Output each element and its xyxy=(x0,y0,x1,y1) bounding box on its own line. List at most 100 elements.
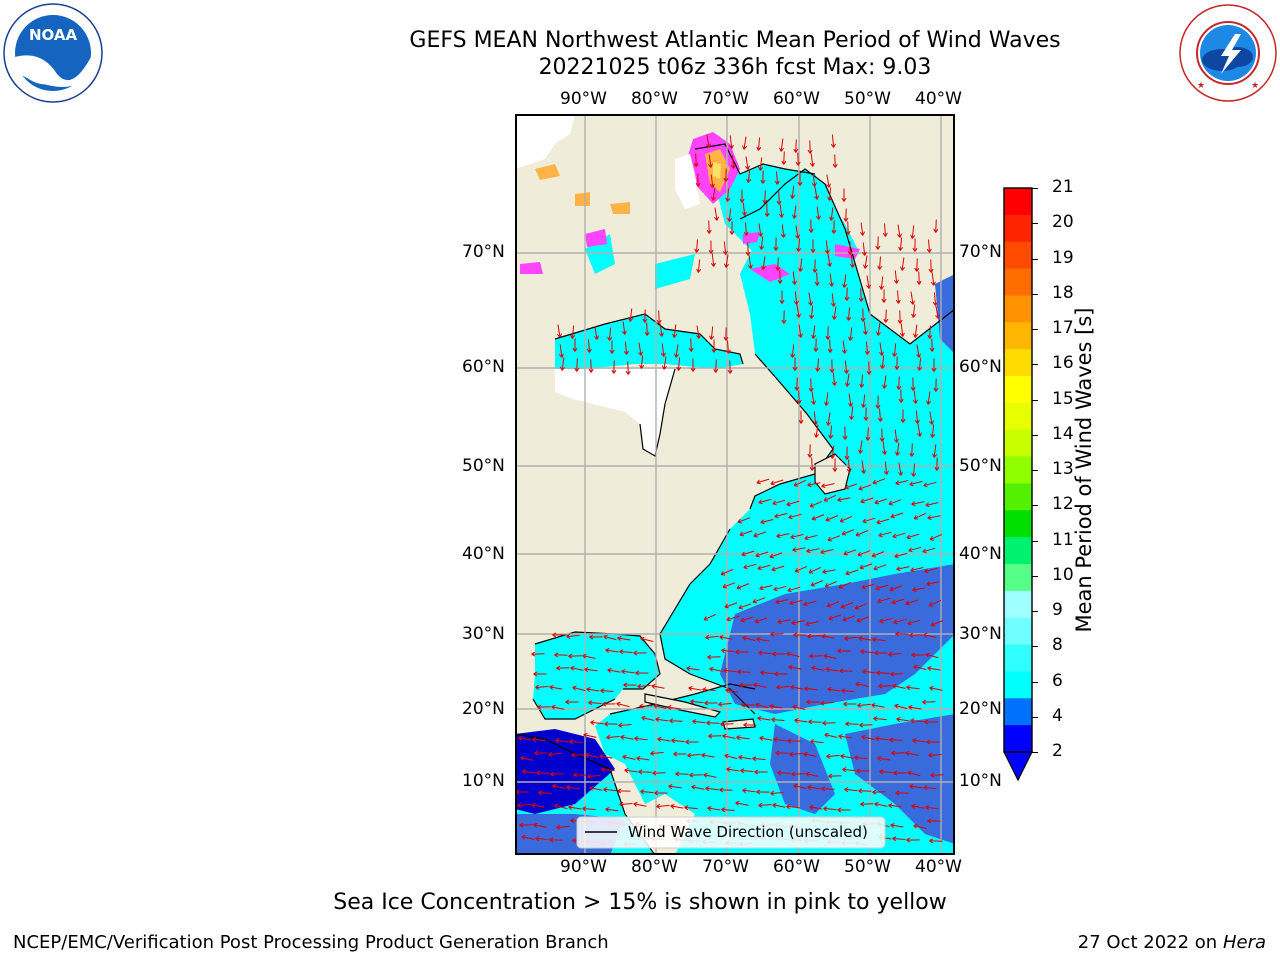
wave-direction-arrow xyxy=(932,292,938,306)
wave-direction-arrow xyxy=(669,718,683,724)
wave-direction-arrow xyxy=(895,480,909,486)
wave-direction-arrow xyxy=(711,187,716,201)
wave-direction-arrow xyxy=(891,598,905,605)
wave-direction-arrow xyxy=(671,738,685,744)
wave-direction-arrow xyxy=(756,478,770,485)
wave-direction-arrow xyxy=(890,512,904,519)
wave-direction-arrow xyxy=(840,754,854,759)
wave-direction-arrow xyxy=(892,683,906,689)
wave-direction-arrow xyxy=(826,601,840,608)
wave-direction-arrow xyxy=(794,565,808,573)
wave-direction-arrow xyxy=(518,736,532,741)
wave-direction-arrow xyxy=(916,271,922,285)
wave-direction-arrow xyxy=(738,755,752,760)
colorbar-segment xyxy=(1004,725,1032,753)
wave-direction-arrow xyxy=(906,837,920,843)
wave-direction-arrow xyxy=(793,479,807,487)
colorbar-segment xyxy=(1004,429,1032,458)
wave-direction-arrow xyxy=(722,733,736,739)
wave-direction-arrow xyxy=(693,153,699,167)
wave-direction-arrow xyxy=(758,223,763,237)
wave-direction-arrow xyxy=(872,637,886,643)
wave-direction-arrow xyxy=(571,752,585,758)
wave-direction-arrow xyxy=(740,616,754,623)
wave-direction-arrow xyxy=(656,310,662,324)
wave-direction-arrow xyxy=(635,670,649,676)
wave-direction-arrow xyxy=(820,549,834,555)
wave-direction-arrow xyxy=(788,665,802,670)
wave-direction-arrow xyxy=(909,443,915,457)
wave-direction-arrow xyxy=(822,720,836,726)
wave-direction-arrow xyxy=(775,257,781,271)
wave-direction-arrow xyxy=(803,751,817,757)
wave-direction-arrow xyxy=(807,140,813,154)
wave-direction-arrow xyxy=(587,773,601,779)
lon-label-bottom: 90°W xyxy=(560,857,607,877)
wave-direction-arrow xyxy=(924,567,938,574)
wave-direction-arrow xyxy=(879,428,885,442)
lat-label-left: 50°N xyxy=(462,456,505,476)
wave-direction-arrow xyxy=(839,515,853,523)
wave-direction-arrow xyxy=(856,768,870,774)
wave-direction-arrow xyxy=(536,770,550,776)
wave-direction-arrow xyxy=(842,426,848,440)
colorbar xyxy=(1000,186,1036,786)
wave-direction-arrow xyxy=(786,804,800,810)
wave-direction-arrow xyxy=(789,599,803,606)
wave-direction-arrow xyxy=(769,552,783,559)
wave-direction-arrow xyxy=(657,737,671,742)
colorbar-tick-label: 2 xyxy=(1052,741,1063,761)
wave-direction-arrow xyxy=(787,738,801,744)
wave-direction-arrow xyxy=(823,494,837,502)
colorbar-segment xyxy=(1004,483,1032,511)
wave-direction-arrow xyxy=(758,157,764,171)
wave-direction-arrow xyxy=(912,738,926,744)
wave-direction-arrow xyxy=(719,635,733,640)
wave-direction-arrow xyxy=(805,771,819,777)
wave-direction-arrow xyxy=(779,290,785,304)
wave-direction-arrow xyxy=(804,534,818,541)
colorbar-segment xyxy=(1004,188,1032,216)
wave-direction-arrow xyxy=(808,219,814,233)
wave-direction-arrow xyxy=(807,633,821,639)
wave-direction-arrow xyxy=(932,444,938,458)
map-panel: Wind Wave Direction (unscaled) xyxy=(515,114,955,855)
wave-direction-arrow xyxy=(758,802,772,808)
wave-direction-arrow xyxy=(739,189,745,203)
wave-direction-arrow xyxy=(914,258,920,272)
wave-direction-arrow xyxy=(864,341,870,355)
wave-direction-arrow xyxy=(724,753,738,760)
wave-direction-arrow xyxy=(721,648,735,654)
wave-direction-arrow xyxy=(725,688,739,693)
wave-direction-arrow xyxy=(929,838,943,844)
wave-direction-arrow xyxy=(863,407,869,421)
wave-direction-arrow xyxy=(775,599,789,605)
wave-direction-arrow xyxy=(810,239,816,253)
wave-direction-arrow xyxy=(774,512,788,519)
wave-direction-arrow xyxy=(857,702,871,708)
wave-direction-arrow xyxy=(849,254,855,268)
wave-direction-arrow xyxy=(590,720,604,726)
wave-direction-arrow xyxy=(741,202,747,216)
wave-direction-arrow xyxy=(910,567,924,573)
wave-direction-arrow xyxy=(879,617,893,624)
wave-direction-arrow xyxy=(754,617,768,624)
colorbar-segment xyxy=(1004,590,1032,619)
wave-direction-arrow xyxy=(905,599,919,606)
wave-direction-arrow xyxy=(745,156,750,170)
wave-direction-arrow xyxy=(756,789,770,795)
wave-direction-arrow xyxy=(607,327,613,341)
wave-direction-arrow xyxy=(862,517,876,524)
wave-direction-arrow xyxy=(811,391,816,405)
wave-direction-arrow xyxy=(640,789,654,795)
wave-direction-arrow xyxy=(854,602,868,610)
wave-direction-arrow xyxy=(623,341,629,355)
wave-direction-arrow xyxy=(521,834,535,840)
wave-direction-arrow xyxy=(934,457,940,471)
wave-direction-arrow xyxy=(893,618,907,625)
colorbar-tick-label: 12 xyxy=(1052,494,1074,515)
wave-direction-arrow xyxy=(832,306,837,320)
wave-direction-arrow xyxy=(769,704,783,709)
wave-direction-arrow xyxy=(899,323,905,337)
wave-direction-arrow xyxy=(875,736,889,742)
